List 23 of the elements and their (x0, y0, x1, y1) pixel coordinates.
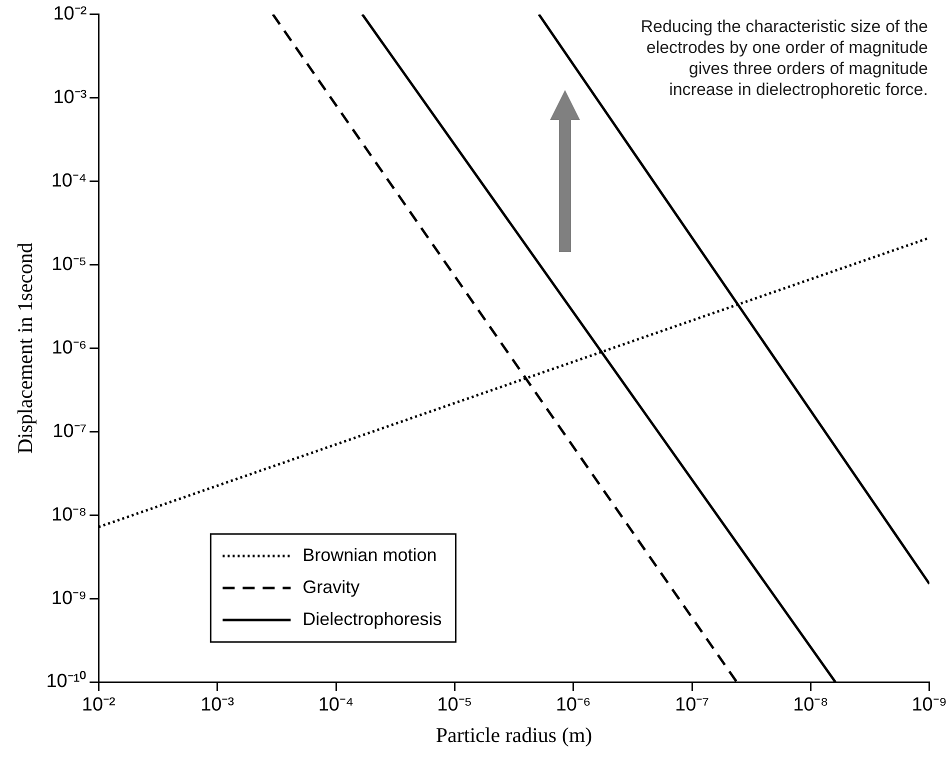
x-tick-label: 10⁻² (82, 694, 116, 716)
x-tick-label: 10⁻³ (200, 694, 234, 716)
x-tick-label: 10⁻⁸ (793, 694, 828, 716)
y-tick-label: 10⁻⁸ (52, 504, 87, 526)
x-tick-label: 10⁻⁵ (437, 694, 472, 716)
legend-label: Gravity (302, 576, 360, 597)
y-tick-label: 10⁻³ (53, 87, 87, 108)
y-tick-label: 10⁻⁵ (52, 254, 87, 275)
y-tick-label: 10⁻⁶ (52, 337, 87, 358)
x-tick-label: 10⁻⁴ (318, 694, 354, 716)
x-tick-label: 10⁻⁷ (675, 694, 710, 716)
x-tick-label: 10⁻⁶ (556, 694, 591, 716)
y-tick-label: 10⁻² (53, 4, 87, 25)
annotation: Reducing the characteristic size of the electrodes by one order of magnitude gives three orders of magnitude increase in dielectrophoretic force. (640, 16, 928, 100)
x-tick-label: 10⁻⁹ (912, 694, 948, 716)
legend-label: Brownian motion (302, 544, 437, 565)
y-tick-label: 10⁻⁷ (52, 420, 87, 442)
x-axis-title: Particle radius (m) (436, 722, 592, 747)
y-tick-label: 10⁻⁴ (51, 170, 87, 192)
y-axis-title: Displacement in 1second (13, 242, 38, 454)
y-tick-label: 10⁻⁹ (51, 588, 87, 609)
legend-label: Dielectrophoresis (302, 608, 442, 629)
y-tick-label: 10⁻¹⁰ (46, 670, 87, 692)
